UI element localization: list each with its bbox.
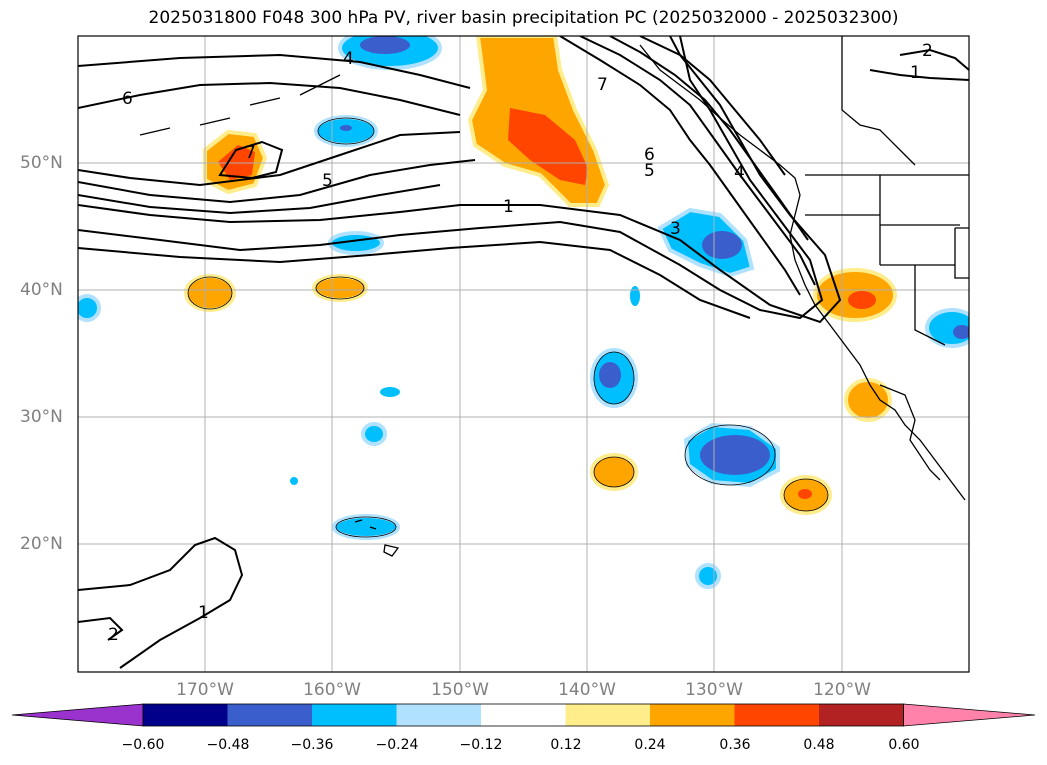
colorbar-outline: [142, 703, 904, 727]
colorbar-cell: [650, 704, 735, 726]
lat-label-20n: 20°N: [20, 534, 63, 554]
pv-label-2: 2: [108, 625, 119, 645]
pv-label-1: 1: [910, 63, 921, 83]
colorbar-tick-label: −0.36: [290, 737, 334, 753]
pv-label-6: 6: [122, 89, 133, 109]
colorbar-extend-high: [903, 703, 1036, 727]
lat-label-30n: 30°N: [20, 407, 63, 427]
pv-label-3: 3: [670, 219, 681, 239]
colorbar-cell: [312, 704, 397, 726]
colorbar-cell: [143, 704, 228, 726]
colorbar-extend-low: [11, 703, 144, 727]
colorbar-cell: [819, 704, 904, 726]
pv-label-4: 4: [343, 49, 354, 69]
lon-label-150w: 150°W: [431, 680, 489, 700]
colorbar-tick-label: 0.36: [719, 737, 751, 753]
colorbar-tick-label: −0.48: [206, 737, 250, 753]
pv-contours: [78, 36, 969, 669]
colorbar-cell: [481, 704, 566, 726]
negative-precip-anomalies: [78, 36, 969, 589]
lon-label-140w: 140°W: [558, 680, 616, 700]
pv-label-6: 6: [644, 145, 655, 165]
pv-label-7: 7: [597, 75, 608, 95]
lon-label-130w: 130°W: [685, 680, 743, 700]
pv-label-5: 5: [644, 161, 655, 181]
colorbar-tick-label: 0.48: [803, 737, 835, 753]
colorbar-tick-label: −0.60: [121, 737, 165, 753]
pv-label-1: 1: [503, 197, 514, 217]
map-title: 2025031800 F048 300 hPa PV, river basin …: [148, 8, 899, 28]
pv-label-7: 7: [245, 143, 256, 163]
pv-label-5: 5: [322, 171, 333, 191]
pv-label-1: 1: [198, 603, 209, 623]
pv-label-4: 4: [734, 163, 745, 183]
colorbar-cell: [734, 704, 820, 726]
colorbar-tick-label: −0.12: [459, 737, 503, 753]
colorbar-tick-label: 0.24: [634, 737, 666, 753]
lon-label-170w: 170°W: [176, 680, 234, 700]
colorbar-cells: [11, 703, 1036, 727]
colorbar-cell: [565, 704, 651, 726]
lat-label-50n: 50°N: [20, 153, 63, 173]
map-gridlines: [78, 36, 969, 672]
colorbar-cell: [396, 704, 482, 726]
colorbar-cell: [227, 704, 313, 726]
map-frame: [77, 35, 970, 673]
colorbar-tick-label: 0.12: [550, 737, 582, 753]
colorbar-tick-label: 0.60: [888, 737, 920, 753]
pv-contour-labels: 6 7 5 1 7 6 5 4 3 2 1 4 1 2: [108, 41, 933, 645]
pv-label-2: 2: [922, 41, 933, 61]
lon-label-120w: 120°W: [813, 680, 871, 700]
lat-label-40n: 40°N: [20, 280, 63, 300]
lon-label-160w: 160°W: [303, 680, 361, 700]
colorbar-tick-label: −0.24: [375, 737, 419, 753]
